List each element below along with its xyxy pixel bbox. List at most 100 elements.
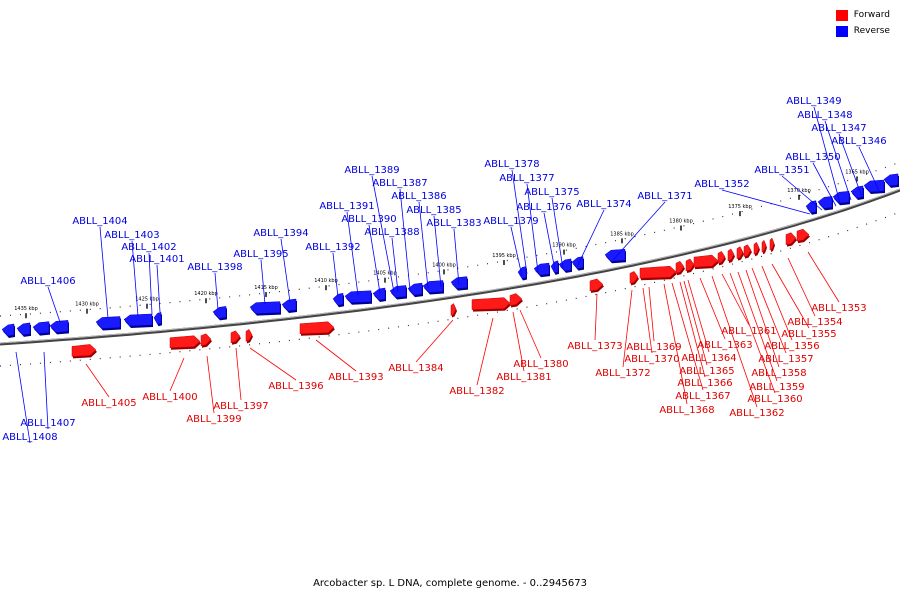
- forward-gene-arrow: [450, 303, 457, 316]
- reverse-gene-arrow: [407, 282, 423, 296]
- reverse-gene-arrow: [850, 185, 864, 199]
- leader-line: [476, 317, 494, 386]
- leader-line: [169, 357, 185, 392]
- leader-line: [622, 289, 633, 368]
- forward-gene-arrow: [299, 321, 335, 335]
- gene-label-abll-1398: ABLL_1398: [187, 262, 242, 273]
- forward-gene-arrow: [639, 265, 677, 279]
- reverse-gene-arrow: [558, 258, 572, 272]
- leader-line: [687, 279, 710, 353]
- reverse-gene-arrow: [332, 292, 344, 306]
- tick-label-1390: 1390 kbp: [552, 243, 576, 249]
- reverse-gene-arrow: [817, 196, 833, 209]
- gene-label-abll-1360: ABLL_1360: [747, 394, 802, 405]
- forward-gene-arrow: [727, 248, 735, 262]
- gene-label-abll-1355: ABLL_1355: [781, 329, 836, 340]
- gene-label-abll-1367: ABLL_1367: [675, 391, 730, 402]
- forward-gene-arrow: [753, 241, 760, 255]
- reverse-gene-arrow: [249, 301, 281, 314]
- reverse-gene-arrow: [16, 322, 31, 336]
- genome-caption: Arcobacter sp. L DNA, complete genome. -…: [313, 578, 587, 589]
- gene-label-abll-1352: ABLL_1352: [694, 179, 749, 190]
- gene-label-abll-1379: ABLL_1379: [483, 216, 538, 227]
- forward-swatch: [835, 9, 848, 21]
- gene-label-abll-1370: ABLL_1370: [624, 354, 679, 365]
- gene-label-abll-1386: ABLL_1386: [391, 191, 446, 202]
- gene-label-abll-1405: ABLL_1405: [81, 398, 136, 409]
- reverse-gene-arrow: [805, 200, 817, 213]
- forward-gene-arrow: [509, 293, 523, 306]
- leader-line: [346, 211, 359, 296]
- leader-line: [576, 209, 605, 268]
- leader-line: [813, 106, 841, 204]
- leader-line: [594, 293, 598, 341]
- gene-label-abll-1369: ABLL_1369: [626, 342, 681, 353]
- leader-line: [368, 224, 381, 294]
- leader-line: [642, 287, 653, 354]
- gene-label-abll-1403: ABLL_1403: [104, 230, 159, 241]
- leader-line: [648, 286, 655, 342]
- gene-label-abll-1404: ABLL_1404: [72, 216, 127, 227]
- leader-line: [699, 277, 726, 340]
- leader-line: [235, 347, 242, 401]
- gene-label-abll-1364: ABLL_1364: [681, 353, 736, 364]
- leader-line: [729, 272, 776, 394]
- gene-label-abll-1402: ABLL_1402: [121, 242, 176, 253]
- leader-line: [526, 183, 539, 273]
- leader-line: [260, 259, 266, 305]
- legend-reverse-label: Reverse: [853, 26, 890, 36]
- forward-gene-arrow: [589, 278, 604, 292]
- reverse-gene-arrow: [153, 311, 162, 325]
- leader-line: [249, 347, 297, 381]
- leader-line: [15, 351, 31, 444]
- leader-line: [418, 201, 429, 289]
- leader-line: [838, 133, 863, 198]
- gene-label-abll-1366: ABLL_1366: [677, 378, 732, 389]
- forward-gene-arrow: [761, 239, 767, 253]
- legend-forward: Forward: [835, 8, 890, 22]
- forward-gene-arrow: [245, 329, 253, 342]
- gene-label-abll-1407: ABLL_1407: [20, 418, 75, 429]
- gene-label-abll-1400: ABLL_1400: [142, 392, 197, 403]
- leader-line: [99, 226, 109, 319]
- gene-label-abll-1387: ABLL_1387: [372, 178, 427, 189]
- gene-label-abll-1357: ABLL_1357: [758, 354, 813, 365]
- tick-label-1420: 1420 kbp: [194, 291, 218, 297]
- forward-gene-arrow: [693, 254, 719, 268]
- reverse-gene-arrow: [32, 321, 50, 334]
- leader-line: [148, 252, 153, 315]
- genome-backbone: [0, 188, 900, 346]
- tick-label-1425: 1425 kbp: [135, 297, 159, 303]
- leader-line: [751, 267, 787, 354]
- forward-gene-arrow: [471, 297, 511, 310]
- leader-line: [453, 228, 460, 286]
- tick-label-1405: 1405 kbp: [373, 271, 397, 277]
- gene-label-abll-1384: ABLL_1384: [388, 363, 443, 374]
- forward-gene-arrow: [736, 246, 744, 259]
- leader-line: [391, 237, 399, 293]
- gene-label-abll-1363: ABLL_1363: [697, 340, 752, 351]
- leader-line: [761, 265, 793, 341]
- reverse-gene-arrow: [372, 287, 386, 301]
- gene-label-abll-1397: ABLL_1397: [213, 401, 268, 412]
- reverse-gene-arrow: [422, 280, 444, 293]
- gene-label-abll-1374: ABLL_1374: [576, 199, 631, 210]
- gene-label-abll-1373: ABLL_1373: [567, 341, 622, 352]
- tick-label-1400: 1400 kbp: [432, 262, 456, 268]
- gene-label-abll-1376: ABLL_1376: [516, 202, 571, 213]
- forward-gene-arrow: [675, 260, 685, 274]
- gene-label-abll-1390: ABLL_1390: [341, 214, 396, 225]
- gene-label-abll-1393: ABLL_1393: [328, 372, 383, 383]
- tick-label-1430: 1430 kbp: [75, 302, 99, 308]
- leader-line: [519, 309, 542, 359]
- reverse-gene-arrow: [123, 313, 153, 327]
- forward-gene-arrow: [629, 271, 639, 284]
- reverse-gene-arrow: [1, 323, 15, 337]
- gene-label-abll-1361: ABLL_1361: [721, 326, 776, 337]
- leader-line: [399, 188, 411, 291]
- leader-line: [683, 280, 708, 366]
- tick-label-1415: 1415 kbp: [254, 285, 278, 291]
- forward-gene-arrow: [230, 330, 241, 344]
- leader-line: [679, 281, 706, 378]
